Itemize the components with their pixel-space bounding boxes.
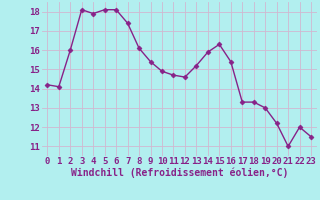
X-axis label: Windchill (Refroidissement éolien,°C): Windchill (Refroidissement éolien,°C) (70, 168, 288, 178)
